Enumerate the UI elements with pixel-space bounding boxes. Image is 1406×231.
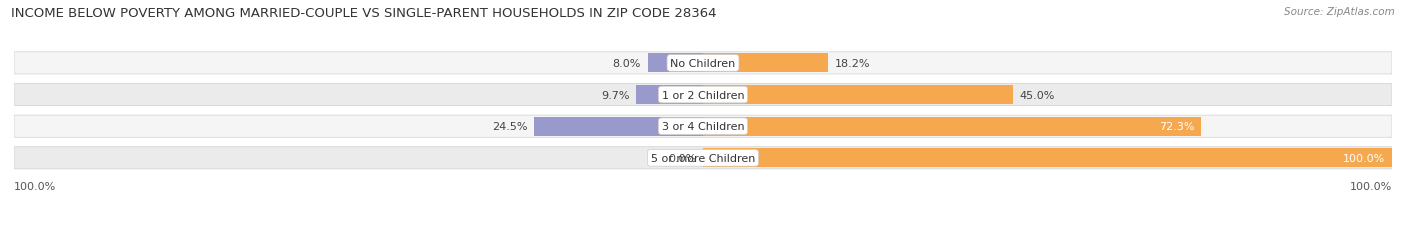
Text: No Children: No Children: [671, 59, 735, 69]
Text: 1 or 2 Children: 1 or 2 Children: [662, 90, 744, 100]
Text: 24.5%: 24.5%: [492, 122, 527, 132]
FancyBboxPatch shape: [14, 147, 1392, 169]
Bar: [703, 86, 1012, 105]
Text: 9.7%: 9.7%: [600, 90, 630, 100]
Bar: [703, 117, 1201, 136]
Text: 72.3%: 72.3%: [1159, 122, 1194, 132]
Text: Source: ZipAtlas.com: Source: ZipAtlas.com: [1284, 7, 1395, 17]
Bar: [648, 54, 703, 73]
FancyBboxPatch shape: [14, 84, 1392, 106]
Text: 3 or 4 Children: 3 or 4 Children: [662, 122, 744, 132]
FancyBboxPatch shape: [14, 116, 1392, 138]
Legend: Married Couples, Single Parents: Married Couples, Single Parents: [589, 228, 817, 231]
Text: 18.2%: 18.2%: [835, 59, 870, 69]
Bar: [534, 117, 703, 136]
Text: 8.0%: 8.0%: [613, 59, 641, 69]
Bar: [636, 86, 703, 105]
Bar: [703, 149, 1392, 167]
Text: INCOME BELOW POVERTY AMONG MARRIED-COUPLE VS SINGLE-PARENT HOUSEHOLDS IN ZIP COD: INCOME BELOW POVERTY AMONG MARRIED-COUPL…: [11, 7, 717, 20]
Bar: [703, 54, 828, 73]
Text: 100.0%: 100.0%: [14, 181, 56, 191]
Text: 5 or more Children: 5 or more Children: [651, 153, 755, 163]
FancyBboxPatch shape: [14, 53, 1392, 75]
Text: 100.0%: 100.0%: [1343, 153, 1385, 163]
Text: 45.0%: 45.0%: [1019, 90, 1056, 100]
Text: 0.0%: 0.0%: [668, 153, 696, 163]
Text: 100.0%: 100.0%: [1350, 181, 1392, 191]
